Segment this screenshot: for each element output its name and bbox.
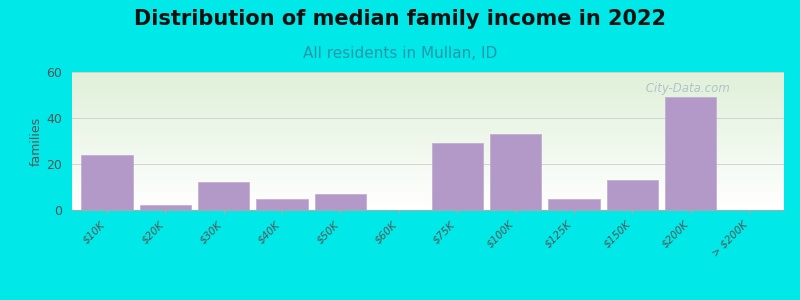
Bar [257,199,308,210]
Text: Distribution of median family income in 2022: Distribution of median family income in … [134,9,666,29]
Y-axis label: families: families [30,116,42,166]
Bar [665,97,716,210]
Bar [490,134,542,210]
Bar [140,206,191,210]
Text: All residents in Mullan, ID: All residents in Mullan, ID [303,46,497,62]
Bar [431,143,483,210]
Bar [606,180,658,210]
Bar [82,155,133,210]
Bar [198,182,250,210]
Bar [314,194,366,210]
Text: City-Data.com: City-Data.com [642,82,730,95]
Bar [548,199,599,210]
